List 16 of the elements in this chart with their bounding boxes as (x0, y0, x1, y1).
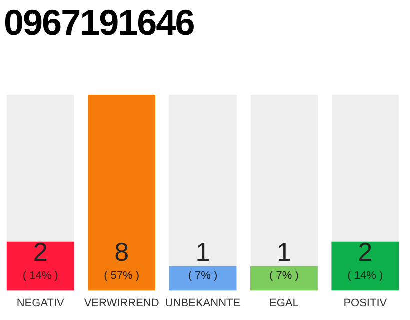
x-tick-label: POSITIV (344, 297, 388, 310)
data-label: 1 (276, 236, 292, 267)
x-tick-label: UNBEKANNTE (165, 297, 241, 310)
annotation: ( 14% ) (348, 270, 384, 282)
annotation: ( 7% ) (188, 270, 218, 282)
x-tick-label: EGAL (270, 297, 299, 310)
annotation: ( 57% ) (104, 270, 140, 282)
data-label: 1 (196, 236, 210, 267)
data-label: 2 (358, 236, 373, 267)
data-label: 2 (33, 236, 48, 267)
x-tick-label: VERWIRREND (84, 297, 160, 310)
chart-title: 0967191646 (4, 2, 194, 44)
data-label: 8 (114, 236, 130, 267)
annotation: ( 7% ) (270, 270, 299, 282)
x-tick-label: NEGATIV (16, 297, 65, 310)
annotation: ( 14% ) (22, 270, 58, 282)
